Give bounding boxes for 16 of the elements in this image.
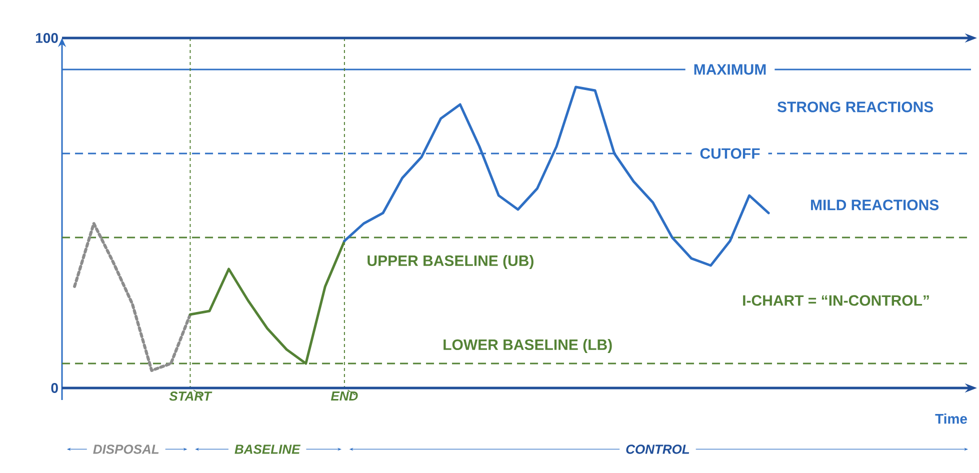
y-tick-label: 100 [36,33,58,43]
text: BASELINE [234,444,301,454]
x-tick-label: END [330,392,358,400]
x-axis-title: Time [935,414,967,424]
ref-line-label: LOWER BASELINE (LB) [444,338,612,353]
annotation: STRONG REACTIONS [777,102,934,112]
annotation: I-CHART = “IN-CONTROL” [743,295,929,306]
x-tick-label: START [169,392,212,401]
line-series [73,222,192,372]
ref-line-label: UPPER BASELINE (UB) [368,255,534,269]
annotation: MILD REACTIONS [811,200,939,210]
text: CONTROL [626,444,690,454]
ref-line-label: MAXIMUM [694,64,766,75]
text: DISPOSAL [93,444,159,454]
y-tick-label: 0 [51,383,58,393]
ref-line-label: CUTOFF [700,148,760,159]
